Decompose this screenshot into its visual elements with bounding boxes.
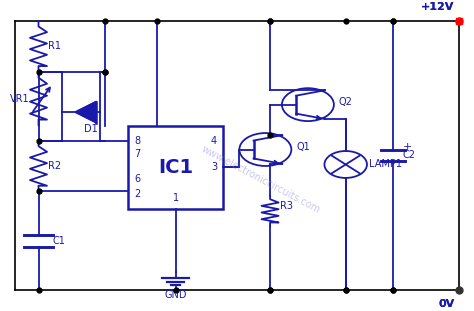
Text: VR1: VR1 [10,94,30,104]
Bar [128,126,223,209]
Text: C2: C2 [402,151,415,160]
Text: 7: 7 [134,149,140,159]
Text: R1: R1 [48,41,61,51]
Text: R3: R3 [280,201,292,211]
Text: Q2: Q2 [338,97,353,107]
Text: +12V: +12V [421,2,455,12]
Polygon shape [75,102,96,123]
Text: +: + [402,142,412,151]
Text: Q1: Q1 [296,142,310,151]
Text: 8: 8 [134,136,140,146]
Text: 0V: 0V [438,299,455,309]
Text: LAMP1: LAMP1 [369,160,402,169]
Text: 6: 6 [134,174,140,184]
Text: +12V: +12V [421,2,455,12]
Text: IC1: IC1 [158,158,193,177]
Text: 3: 3 [211,162,217,173]
Text: R2: R2 [48,161,61,171]
Text: 1: 1 [173,193,179,203]
Text: C1: C1 [53,236,65,246]
Text: 0V: 0V [438,299,455,309]
Text: D1: D1 [83,124,97,134]
Text: 2: 2 [134,189,140,199]
Text: 4: 4 [211,136,217,146]
Text: www.electroniccircuits.com: www.electroniccircuits.com [200,144,322,215]
Text: GND: GND [164,290,187,300]
